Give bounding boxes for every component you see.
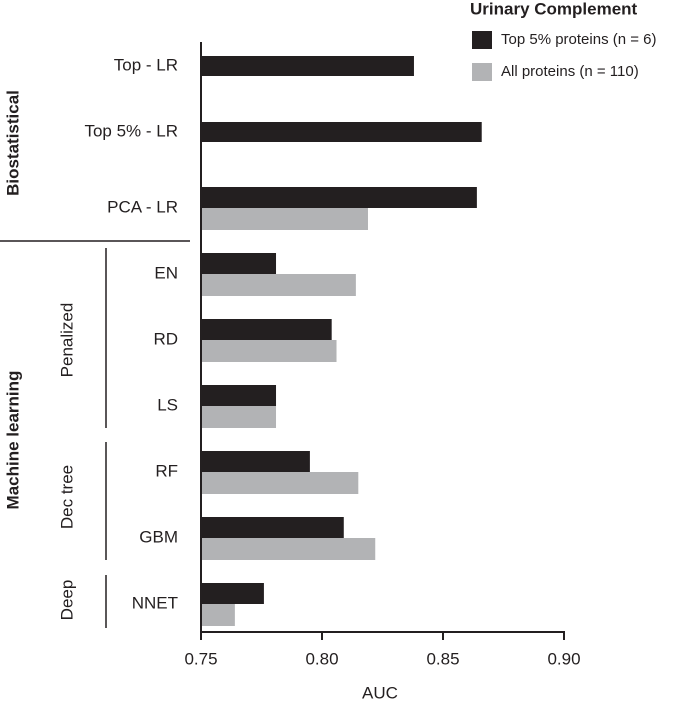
- legend-swatch: [472, 63, 492, 81]
- legend-title: Urinary Complement: [470, 0, 638, 18]
- bar: [202, 517, 344, 538]
- y-tick-label: RF: [155, 461, 178, 480]
- bar: [202, 340, 337, 362]
- bar: [202, 583, 264, 604]
- y-tick-label: RD: [153, 329, 178, 348]
- bar: [202, 122, 482, 142]
- bar: [202, 604, 235, 626]
- bar: [202, 274, 356, 296]
- y-tick-label: GBM: [139, 527, 178, 546]
- legend-label: Top 5% proteins (n = 6): [501, 31, 657, 48]
- y-tick-label: NNET: [132, 593, 178, 612]
- subgroup-label: Penalized: [57, 303, 76, 378]
- bar: [202, 472, 359, 494]
- group-label: Biostatistical: [3, 90, 22, 196]
- bar: [202, 208, 368, 230]
- bar: [202, 451, 310, 472]
- x-tick-label: 0.90: [547, 649, 580, 668]
- y-tick-label: EN: [154, 263, 178, 282]
- group-label: Machine learning: [3, 371, 22, 510]
- y-tick-label: Top 5% - LR: [84, 121, 178, 140]
- bar: [202, 385, 277, 406]
- x-axis-label: AUC: [362, 683, 398, 702]
- bar: [202, 187, 477, 208]
- y-tick-label: Top - LR: [114, 55, 178, 74]
- y-tick-label: PCA - LR: [107, 197, 178, 216]
- bar: [202, 406, 277, 428]
- legend-swatch: [472, 31, 492, 49]
- legend-label: All proteins (n = 110): [501, 63, 639, 80]
- subgroup-label: Deep: [57, 580, 76, 621]
- bar: [202, 319, 332, 340]
- subgroup-label: Dec tree: [57, 465, 76, 529]
- x-tick-label: 0.75: [184, 649, 217, 668]
- bar: [202, 253, 277, 274]
- y-tick-label: LS: [157, 395, 178, 414]
- bar: [202, 56, 414, 76]
- bar: [202, 538, 376, 560]
- x-tick-label: 0.80: [305, 649, 338, 668]
- x-tick-label: 0.85: [426, 649, 459, 668]
